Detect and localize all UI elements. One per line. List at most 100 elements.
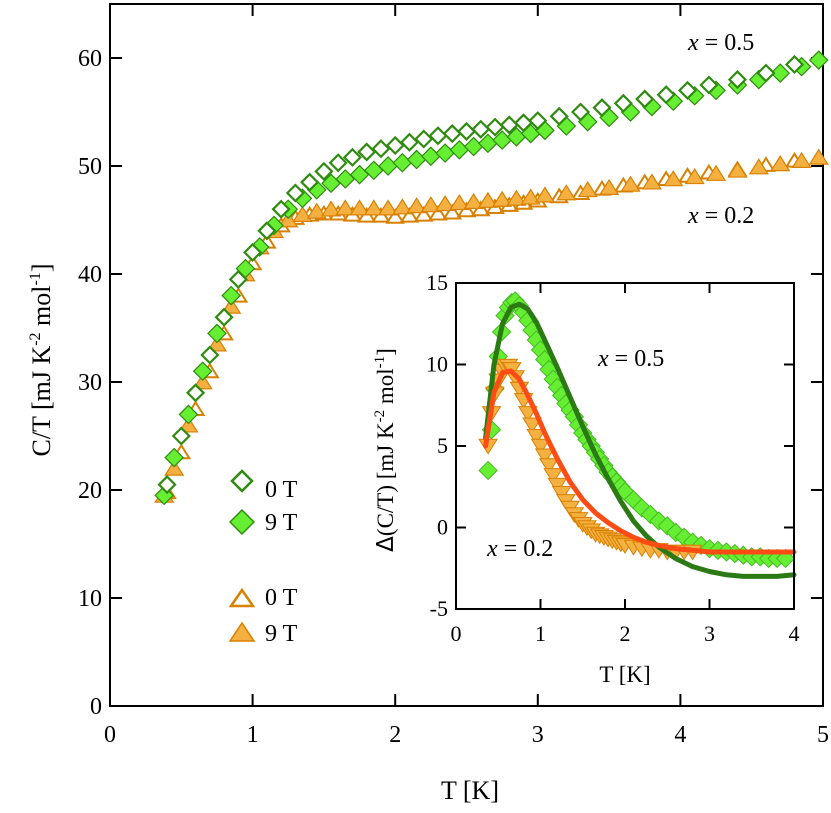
data-point — [442, 124, 462, 144]
legend-label: 0 T — [265, 477, 298, 503]
data-point — [449, 139, 470, 160]
inset-y-tick-label: 15 — [426, 270, 448, 295]
data-point — [349, 199, 370, 216]
inset-x-tick-label: 4 — [789, 621, 800, 646]
inset-y-tick-label: 5 — [437, 433, 448, 458]
legend-entry-x05-9T: 9 T — [228, 508, 298, 536]
data-point — [463, 192, 484, 209]
data-point — [599, 178, 620, 195]
data-point — [635, 89, 655, 109]
data-point — [392, 198, 413, 215]
data-point — [207, 323, 227, 344]
data-point — [335, 169, 356, 189]
data-point — [592, 98, 612, 118]
data-point — [705, 164, 727, 181]
data-point — [406, 197, 427, 214]
data-point — [663, 170, 684, 187]
data-point — [791, 151, 812, 168]
data-point — [214, 307, 234, 327]
data-point — [164, 459, 185, 476]
y-tick-label: 20 — [78, 478, 102, 504]
data-point — [186, 383, 206, 403]
data-point — [278, 211, 299, 228]
inset-x-axis-label: T [K] — [599, 662, 650, 687]
data-point — [543, 468, 564, 484]
data-point — [377, 199, 399, 216]
data-point — [428, 204, 448, 221]
data-point — [200, 345, 220, 365]
data-point — [506, 189, 527, 206]
y-tick-label: 50 — [78, 154, 102, 180]
data-point — [808, 148, 829, 165]
data-point — [530, 438, 551, 455]
data-point — [547, 477, 568, 494]
legend-label: 0 T — [265, 585, 298, 611]
data-point — [164, 447, 185, 468]
x-tick-label: 1 — [247, 722, 259, 748]
data-point — [171, 426, 191, 446]
main-series — [154, 50, 829, 506]
data-point — [549, 106, 569, 126]
annotation-x02: x = 0.2 — [687, 203, 754, 229]
legend-filled-diamond-icon — [228, 508, 256, 536]
y-tick-label: 40 — [78, 262, 102, 288]
y-tick-label: 10 — [78, 586, 102, 612]
data-point — [221, 285, 242, 306]
data-point — [435, 195, 456, 212]
data-point — [406, 149, 427, 170]
data-point — [477, 191, 498, 208]
data-point — [770, 155, 791, 172]
data-point — [656, 85, 676, 105]
data-point — [478, 460, 498, 481]
main-y-axis-label: C/T [mJ K-2 mol-1] — [27, 263, 56, 456]
legend: 0 T 9 T 0 T 9 T — [228, 469, 298, 647]
y-tick-label: 30 — [78, 370, 102, 396]
data-point — [613, 93, 633, 113]
data-point — [328, 153, 348, 173]
data-point — [449, 193, 470, 211]
inset-annotation-x02: x = 0.2 — [486, 536, 553, 562]
series-x05_0T — [157, 54, 805, 495]
x-tick-label: 4 — [674, 722, 686, 748]
inset-y-tick-label: 10 — [426, 352, 448, 377]
data-point — [471, 119, 491, 139]
data-point — [420, 196, 441, 213]
data-point — [463, 136, 484, 157]
inset-y-tick-label: -5 — [430, 596, 448, 621]
annotation-x05: x = 0.5 — [687, 30, 754, 56]
inset-y-tick-label: 0 — [437, 515, 448, 540]
main-plot-frame — [109, 3, 824, 707]
data-point — [620, 175, 641, 192]
data-point — [534, 186, 556, 203]
delta-symbol: Δ — [373, 536, 399, 552]
inset-y-axis-label: Δ(C/T) [mJ K-2 mol-1] — [372, 348, 399, 552]
data-point — [306, 202, 327, 219]
data-point — [428, 126, 448, 146]
fit-line-fit_x05 — [483, 301, 797, 579]
data-point — [528, 111, 548, 131]
data-point — [243, 242, 263, 262]
data-point — [641, 173, 662, 190]
y-tick-label: 0 — [90, 694, 102, 720]
data-point — [421, 146, 441, 167]
data-point — [192, 361, 213, 382]
data-point — [399, 132, 420, 152]
data-point — [178, 416, 199, 433]
data-point — [371, 139, 391, 159]
data-point — [292, 205, 313, 222]
data-point — [727, 161, 748, 178]
main-x-axis-label: T [K] — [441, 776, 499, 805]
legend-open-diamond-icon — [230, 469, 254, 493]
inset-x-tick-label: 2 — [620, 621, 631, 646]
inset-x-tick-label: 0 — [451, 621, 462, 646]
data-point — [551, 486, 572, 502]
data-point — [571, 102, 591, 122]
inset-series — [478, 291, 797, 579]
data-point — [221, 297, 242, 314]
data-point — [456, 121, 477, 141]
data-point — [526, 428, 547, 445]
fit-line-fit_x02 — [483, 368, 797, 555]
data-point — [314, 161, 334, 181]
data-point — [385, 135, 405, 156]
